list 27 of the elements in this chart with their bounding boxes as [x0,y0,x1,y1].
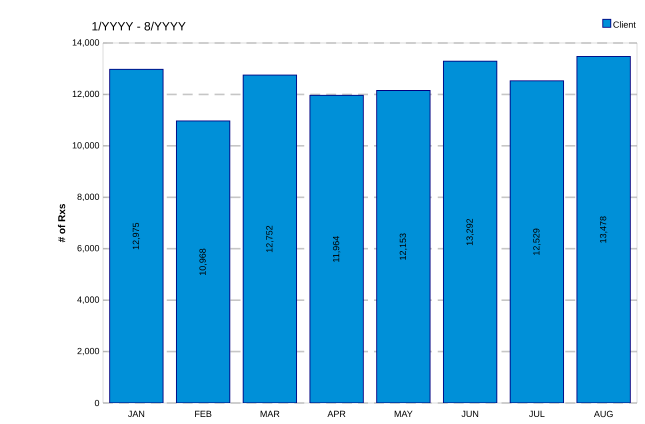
x-tick-label: JUL [529,410,545,418]
data-label: 11,964 [332,236,340,262]
chart-title: 1/YYYY - 8/YYYY [92,22,186,30]
y-tick-label: 6,000 [77,245,100,252]
x-tick-label: AUG [594,410,613,418]
x-tick-label: MAY [394,410,413,417]
text: Client [613,21,636,28]
x-tick-label: JUN [462,410,478,418]
data-label: 12,153 [400,233,408,260]
y-tick-label: 2,000 [77,348,100,356]
y-tick-label: 12,000 [72,90,100,98]
data-label: 10,968 [199,248,207,276]
y-axis-title: # of Rxs [58,204,66,242]
x-tick-label: MAR [260,410,280,417]
data-label: 12,752 [266,226,274,252]
y-tick-label: 8,000 [77,194,100,201]
data-label: 12,529 [533,228,541,255]
x-tick-label: APR [327,410,346,417]
x-tick-label: FEB [195,410,212,417]
y-tick-label: 10,000 [72,142,100,150]
x-tick-label: JAN [128,410,144,418]
y-tick-label: 14,000 [72,39,100,47]
y-tick-label: 4,000 [77,296,100,304]
data-label: 13,478 [600,216,608,243]
y-tick-label: 0 [94,400,100,406]
data-label: 13,292 [466,218,474,246]
data-label: 12,975 [132,222,140,250]
